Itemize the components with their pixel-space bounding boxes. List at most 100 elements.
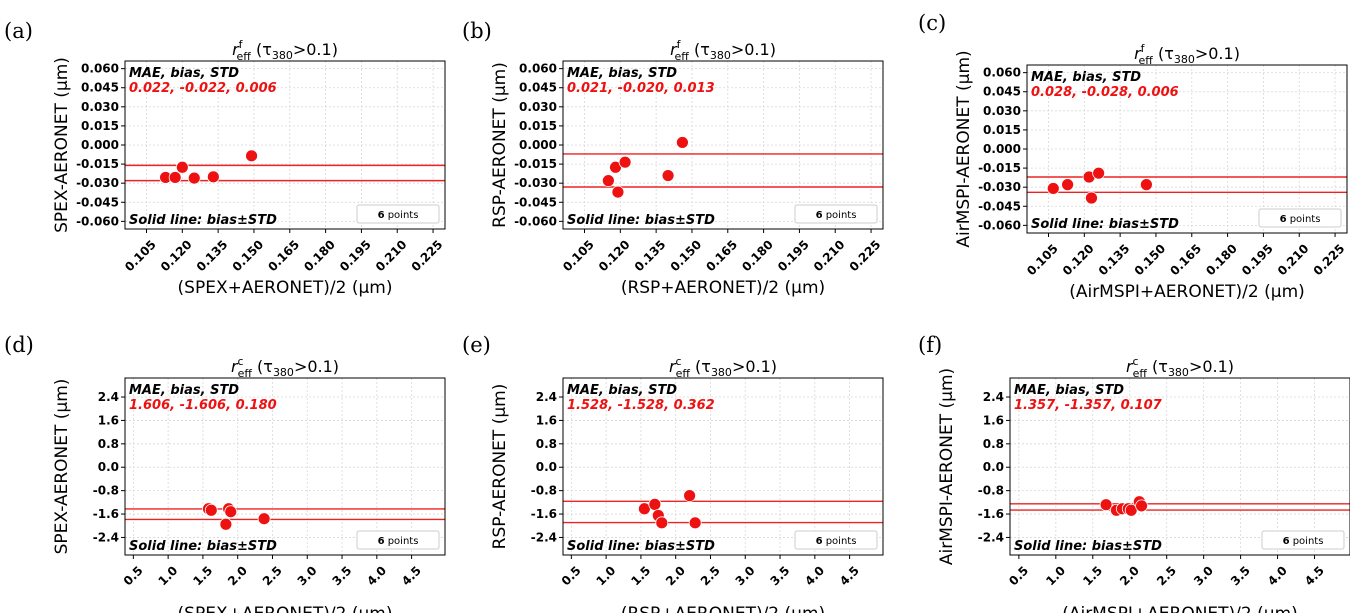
x-tick-label: 4.0 (1265, 563, 1290, 588)
y-tick-label: 0.000 (519, 138, 557, 152)
stats-values: 1.528, -1.528, 0.362 (567, 398, 715, 413)
legend-box (794, 204, 878, 224)
data-point (1092, 166, 1106, 180)
data-point (676, 136, 689, 149)
y-tick-label: -0.8 (531, 484, 557, 498)
title-superscript: c (676, 355, 682, 368)
x-tick-label: 0.150 (230, 237, 267, 274)
plot-frame (124, 377, 446, 556)
y-tick-label: 0.000 (983, 142, 1021, 156)
x-tick-label: 2.0 (225, 563, 250, 588)
data-point (1099, 498, 1113, 512)
y-tick-label: -0.015 (76, 157, 119, 171)
chart-title: rf eff (τ380>0.1) (232, 38, 338, 63)
title-superscript: c (238, 355, 244, 368)
y-tick-label: -0.8 (978, 484, 1004, 498)
x-tick-label: 1.0 (156, 563, 181, 588)
y-tick-label: -2.4 (978, 530, 1004, 544)
legend-text: 6 points (378, 536, 419, 547)
chart-title: rc eff (τ380>0.1) (231, 355, 339, 380)
title-tau-subscript: 380 (711, 366, 732, 379)
title-tau: (τ (689, 40, 710, 59)
x-tick-label: 0.210 (373, 237, 410, 274)
x-tick-label: 3.0 (733, 563, 758, 588)
title-tau-subscript: 380 (710, 49, 731, 62)
data-point (219, 517, 233, 531)
y-tick-label: -0.060 (514, 214, 557, 228)
x-tick-label: 0.165 (703, 237, 740, 274)
x-tick-label: 0.135 (1096, 241, 1133, 278)
legend-text: 6 points (816, 210, 857, 221)
stats-header: MAE, bias, STD (129, 66, 239, 81)
title-subscript: eff (237, 50, 252, 63)
plot-frame (562, 377, 884, 556)
legend-count: 6 (816, 210, 823, 221)
panel-c: 0.060 0.045 0.030 0.015 0.000 -0.015 -0.030 -0.… (918, 11, 1348, 302)
x-tick-label: 1.5 (628, 563, 653, 588)
y-tick-label: -1.6 (978, 507, 1004, 521)
title-tau-subscript: 380 (273, 366, 294, 379)
x-tick-label: 2.0 (1117, 563, 1142, 588)
data-point (224, 505, 238, 519)
x-tick-label: 0.135 (194, 237, 231, 274)
data-point (175, 160, 189, 174)
y-tick-label: -0.030 (514, 176, 557, 190)
data-point (601, 174, 615, 188)
data-point (206, 170, 220, 184)
y-tick-label: -0.045 (978, 199, 1021, 213)
legend-label: points (385, 210, 419, 221)
y-axis-label: AirMSPI-AERONET (μm) (954, 50, 974, 247)
y-tick-label: 0.8 (536, 437, 557, 451)
x-tick-label: 0.225 (847, 237, 884, 274)
x-tick-label: 0.210 (811, 237, 848, 274)
stats-values: 1.357, -1.357, 0.107 (1014, 398, 1163, 413)
data-point (1140, 178, 1153, 192)
legend-text: 6 points (816, 536, 857, 547)
data-point (618, 155, 632, 169)
y-tick-label: 0.015 (519, 119, 557, 133)
title-tau: (τ (1153, 44, 1174, 63)
footer-note: Solid line: bias±STD (129, 539, 277, 554)
panel-e: 2.4 1.6 0.8 0.0 -0.8 -1.6 -2.4 0.5 1.0 1.5 2.0 2.5 3… (462, 333, 884, 613)
x-tick-label: 4.0 (364, 563, 389, 588)
y-tick-label: -0.060 (978, 218, 1021, 232)
x-tick-label: 3.5 (329, 563, 354, 588)
x-tick-label: 0.195 (1239, 241, 1276, 278)
title-tau-subscript: 380 (1174, 53, 1195, 66)
x-tick-label: 0.5 (121, 563, 146, 588)
data-point (688, 516, 702, 530)
x-axis-label: (RSP+AERONET)/2 (μm) (621, 278, 825, 298)
y-tick-label: 2.4 (536, 390, 557, 404)
panel-label: (d) (4, 333, 34, 357)
title-superscript: c (1133, 355, 1139, 368)
x-tick-label: 0.225 (1311, 241, 1348, 278)
y-tick-label: 0.045 (81, 81, 119, 95)
y-tick-label: -0.030 (978, 180, 1021, 194)
x-axis-label: (AirMSPI+AERONET)/2 (μm) (1062, 604, 1298, 613)
legend-text: 6 points (1283, 536, 1324, 547)
y-tick-label: 1.6 (536, 413, 557, 427)
x-tick-label: 1.5 (1080, 563, 1105, 588)
stats-values: 0.022, -0.022, 0.006 (129, 81, 277, 96)
title-symbol: r (1126, 357, 1134, 376)
legend-count: 6 (378, 210, 385, 221)
legend-count: 6 (1280, 214, 1287, 225)
title-symbol: r (1134, 44, 1142, 63)
legend-box (794, 530, 878, 550)
panel-b: 0.060 0.045 0.030 0.015 0.000 -0.015 -0.030 -0.… (462, 19, 884, 298)
legend-label: points (823, 536, 857, 547)
stats-values: 0.021, -0.020, 0.013 (567, 81, 715, 96)
y-tick-label: 2.4 (983, 390, 1004, 404)
data-point (1135, 499, 1148, 513)
title-subscript: eff (675, 50, 690, 63)
x-tick-label: 3.0 (295, 563, 320, 588)
x-tick-label: 0.120 (158, 237, 195, 274)
y-tick-label: -0.045 (76, 195, 119, 209)
data-point (204, 503, 218, 517)
x-tick-label: 3.0 (1191, 563, 1216, 588)
x-tick-label: 0.195 (337, 237, 374, 274)
x-tick-label: 4.5 (1302, 563, 1327, 588)
x-tick-label: 1.5 (190, 563, 215, 588)
title-tau-subscript: 380 (1168, 366, 1189, 379)
data-point (661, 169, 675, 182)
